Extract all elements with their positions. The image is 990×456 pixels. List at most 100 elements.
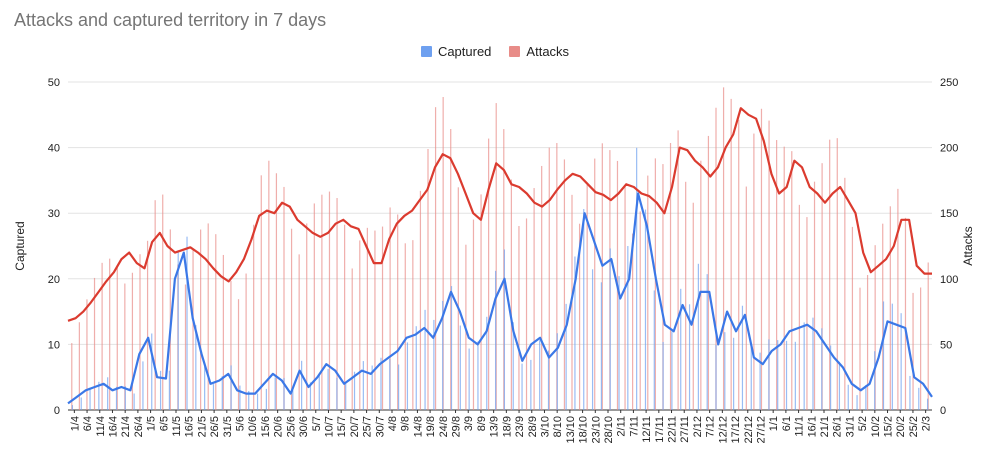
y-left-tick-label: 50: [48, 77, 60, 89]
captured-bar: [142, 361, 144, 410]
captured-bar: [636, 147, 638, 411]
captured-bar: [424, 309, 426, 410]
x-tick-label: 16/5: [184, 416, 196, 437]
attacks-bar: [632, 233, 634, 410]
captured-bar: [556, 333, 558, 410]
x-tick-label: 26/1: [832, 416, 844, 437]
attacks-bar: [374, 230, 376, 410]
legend-item-captured[interactable]: Captured: [420, 44, 491, 59]
captured-bar: [442, 300, 444, 410]
x-tick-label: 22/12: [743, 416, 755, 444]
captured-bar: [706, 274, 708, 410]
captured-bar: [891, 303, 893, 410]
captured-bar: [371, 365, 373, 410]
captured-bar: [627, 246, 629, 410]
attacks-bar: [268, 160, 270, 410]
y-right-tick-label: 250: [940, 77, 958, 89]
attacks-bar: [715, 107, 717, 410]
attacks-bar: [548, 147, 550, 410]
x-tick-label: 17/12: [730, 416, 742, 444]
captured-bar: [486, 316, 488, 410]
attacks-bar: [321, 194, 323, 410]
attacks-bar: [730, 98, 732, 410]
x-tick-label: 6/5: [158, 416, 170, 431]
attacks-bar: [533, 188, 535, 410]
captured-bar: [380, 357, 382, 410]
attacks-bar: [518, 226, 520, 410]
attacks-bar: [154, 200, 156, 410]
y-left-axis-title: Captured: [13, 221, 27, 270]
attacks-bar: [116, 267, 118, 410]
y-right-tick-label: 50: [940, 339, 952, 351]
x-tick-label: 29/8: [451, 416, 463, 437]
x-tick-label: 1/1: [768, 416, 780, 431]
x-tick-label: 11/1: [794, 416, 806, 437]
captured-bar: [415, 326, 417, 410]
attacks-bar: [798, 204, 800, 410]
captured-bar: [830, 345, 832, 410]
x-tick-label: 16/4: [107, 416, 119, 437]
captured-bar: [530, 359, 532, 410]
x-tick-label: 10/7: [323, 416, 335, 437]
captured-bar: [653, 290, 655, 410]
y-left-tick-label: 20: [48, 274, 60, 286]
attacks-bar: [920, 287, 922, 410]
captured-bar: [574, 256, 576, 410]
captured-bar: [909, 375, 911, 410]
captured-bar: [583, 208, 585, 410]
attacks-bar: [791, 151, 793, 410]
captured-bar: [838, 361, 841, 410]
captured-bar: [177, 250, 179, 410]
attacks-bar: [389, 207, 391, 410]
captured-bar: [688, 304, 691, 410]
x-tick-label: 14/8: [412, 416, 424, 437]
x-tick-label: 11/4: [95, 416, 107, 437]
captured-bar: [759, 352, 761, 410]
x-tick-label: 1/5: [146, 416, 158, 431]
captured-bar: [309, 382, 312, 410]
captured-bar: [918, 387, 920, 410]
captured-bar: [398, 364, 400, 410]
x-tick-label: 10/2: [870, 416, 882, 437]
captured-bar: [865, 385, 867, 410]
attacks-bar: [768, 120, 770, 411]
attacks-bar: [404, 243, 406, 410]
captured-bar: [477, 341, 479, 410]
captured-bar: [600, 282, 602, 410]
attacks-bar: [586, 184, 588, 410]
captured-bar: [327, 369, 329, 410]
attacks-bar: [753, 133, 755, 410]
legend-swatch-captured: [420, 46, 432, 57]
x-tick-label: 20/6: [273, 416, 285, 437]
attacks-bar: [851, 226, 854, 410]
captured-bar: [591, 269, 594, 410]
captured-bar: [521, 363, 523, 410]
captured-bar: [292, 390, 294, 410]
attacks-bar: [366, 227, 368, 410]
x-tick-label: 15/2: [883, 416, 895, 437]
y-right-tick-label: 150: [940, 208, 958, 220]
attacks-bar: [472, 219, 475, 410]
x-tick-label: 2/12: [692, 416, 704, 437]
attacks-bar: [434, 107, 437, 411]
x-tick-label: 13/9: [489, 416, 501, 437]
attacks-bar: [897, 188, 899, 410]
attacks-bar: [594, 158, 596, 410]
x-tick-label: 21/4: [120, 416, 132, 437]
captured-bar: [389, 358, 391, 410]
captured-bar: [856, 395, 858, 410]
captured-bar: [777, 340, 779, 410]
attacks-bar: [692, 202, 694, 410]
legend-item-attacks[interactable]: Attacks: [509, 44, 569, 59]
captured-bar: [926, 398, 929, 410]
captured-bar: [874, 351, 876, 410]
attacks-bar: [578, 223, 581, 410]
attacks-bar: [927, 262, 929, 410]
captured-bar: [450, 286, 453, 410]
attacks-bar: [669, 143, 672, 410]
x-tick-label: 24/8: [438, 416, 450, 437]
attacks-7day-line: [67, 107, 932, 322]
attacks-bar: [328, 191, 331, 410]
